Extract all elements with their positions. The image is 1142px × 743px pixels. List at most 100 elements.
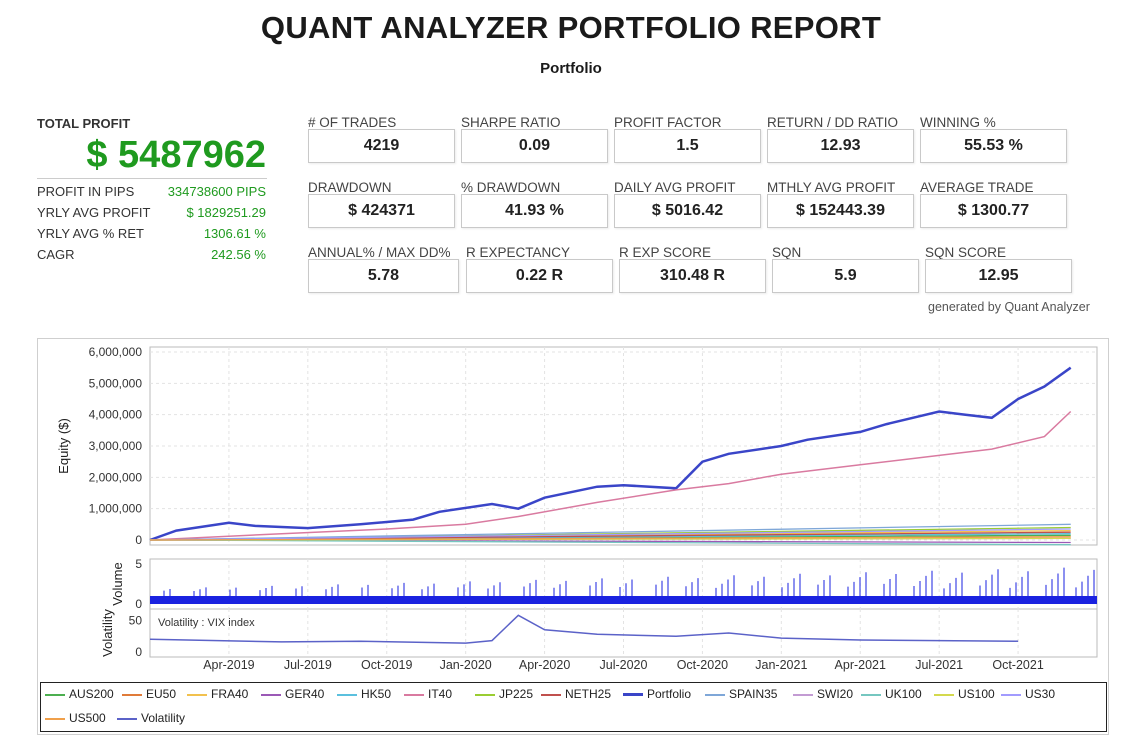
summary-row-cagr: CAGR 242.56 % <box>37 247 266 262</box>
summary-row-value: 334738600 PIPS <box>167 184 266 199</box>
y-axis-label: Volatility <box>100 609 115 657</box>
legend-item-eu50: EU50 <box>122 687 176 701</box>
legend-item-it40: IT40 <box>404 687 452 701</box>
metric-value-monthly-avg: $ 152443.39 <box>767 194 914 228</box>
metric-label: # OF TRADES <box>308 115 397 130</box>
generated-by-note: generated by Quant Analyzer <box>928 300 1090 314</box>
legend-swatch <box>187 693 207 696</box>
summary-row-value: 242.56 % <box>211 247 266 262</box>
legend-swatch <box>404 693 424 696</box>
metric-label: AVERAGE TRADE <box>920 180 1034 195</box>
legend-label: SWI20 <box>817 687 854 701</box>
metric-label: R EXP SCORE <box>619 245 712 260</box>
metric-value-sqn-score: 12.95 <box>925 259 1072 293</box>
legend-swatch <box>705 693 725 696</box>
legend-label: FRA40 <box>211 687 249 701</box>
summary-row-value: $ 1829251.29 <box>186 205 266 220</box>
y-tick-label: 1,000,000 <box>89 502 143 516</box>
legend-label: GER40 <box>285 687 325 701</box>
x-tick-label: Jul-2021 <box>915 658 963 672</box>
legend-swatch <box>45 717 65 720</box>
y-tick-label: 0 <box>135 533 142 547</box>
legend-item-neth25: NETH25 <box>541 687 611 701</box>
metric-label: ANNUAL% / MAX DD% <box>308 245 451 260</box>
series-line-volatility <box>149 614 1019 644</box>
metric-value-average-trade: $ 1300.77 <box>920 194 1067 228</box>
legend-item-portfolio: Portfolio <box>623 687 691 701</box>
legend-swatch <box>934 693 954 696</box>
legend-label: AUS200 <box>69 687 114 701</box>
legend-swatch <box>122 693 142 696</box>
y-tick-label: 6,000,000 <box>89 345 143 359</box>
metric-value-annual-maxdd: 5.78 <box>308 259 459 293</box>
legend-swatch <box>337 693 357 696</box>
legend-item-aus200: AUS200 <box>45 687 114 701</box>
summary-row-yrly-avg-profit: YRLY AVG PROFIT $ 1829251.29 <box>37 205 266 220</box>
legend-item-volatility: Volatility <box>117 711 185 725</box>
legend-swatch <box>623 693 643 697</box>
legend-item-us500: US500 <box>45 711 106 725</box>
volatility-annotation: Volatility : VIX index <box>158 617 255 629</box>
metric-value-daily-avg: $ 5016.42 <box>614 194 761 228</box>
metric-label: RETURN / DD RATIO <box>767 115 898 130</box>
metric-label: SQN <box>772 245 802 260</box>
y-tick-label: 4,000,000 <box>89 408 143 422</box>
divider <box>37 178 267 179</box>
total-profit-value: $ 5487962 <box>86 134 266 176</box>
legend-swatch <box>1001 693 1021 696</box>
y-axis-label: Equity ($) <box>56 418 71 474</box>
y-tick-label: 5 <box>135 557 142 571</box>
legend-item-us30: US30 <box>1001 687 1055 701</box>
summary-row-label: PROFIT IN PIPS <box>37 184 135 199</box>
legend-item-uk100: UK100 <box>861 687 922 701</box>
legend-swatch <box>541 693 561 696</box>
y-tick-label: 3,000,000 <box>89 439 143 453</box>
x-tick-label: Apr-2020 <box>519 658 570 672</box>
report-title: QUANT ANALYZER PORTFOLIO REPORT <box>260 10 882 45</box>
metric-label: R EXPECTANCY <box>466 245 571 260</box>
series-line-it40 <box>149 410 1072 541</box>
x-tick-label: Jul-2019 <box>284 658 332 672</box>
metric-value-pct-drawdown: 41.93 % <box>461 194 608 228</box>
metric-label: DRAWDOWN <box>308 180 392 195</box>
legend-label: UK100 <box>885 687 922 701</box>
legend-item-fra40: FRA40 <box>187 687 248 701</box>
legend-swatch <box>861 693 881 696</box>
legend-label: IT40 <box>428 687 453 701</box>
total-profit-label: TOTAL PROFIT <box>37 116 131 131</box>
summary-row-yrly-avg-ret: YRLY AVG % RET 1306.61 % <box>37 226 266 241</box>
y-tick-label: 2,000,000 <box>89 470 143 484</box>
x-tick-label: Oct-2021 <box>992 658 1043 672</box>
summary-row-label: YRLY AVG % RET <box>37 226 144 241</box>
y-tick-label: 0 <box>135 597 142 611</box>
x-tick-label: Oct-2020 <box>677 658 728 672</box>
legend-label: Portfolio <box>647 687 692 701</box>
legend-label: Volatility <box>141 711 186 725</box>
volume-bars <box>150 596 1097 604</box>
summary-row-label: YRLY AVG PROFIT <box>37 205 151 220</box>
legend-label: EU50 <box>146 687 177 701</box>
legend-item-us100: US100 <box>934 687 995 701</box>
chart-legend: AUS200 EU50 FRA40 GER40 HK50 IT40 JP225 NETH25 P… <box>40 682 1107 732</box>
summary-row-value: 1306.61 % <box>203 226 266 241</box>
legend-swatch <box>793 693 813 696</box>
legend-item-jp225: JP225 <box>475 687 533 701</box>
x-tick-label: Jul-2020 <box>600 658 648 672</box>
series-line-spain35 <box>149 523 1071 541</box>
y-tick-label: 50 <box>129 613 143 627</box>
legend-item-hk50: HK50 <box>337 687 391 701</box>
series-line-us30 <box>149 528 1071 541</box>
metric-value-sharpe: 0.09 <box>461 129 608 163</box>
legend-item-ger40: GER40 <box>261 687 324 701</box>
metric-value-return-dd: 12.93 <box>767 129 914 163</box>
metric-label: PROFIT FACTOR <box>614 115 722 130</box>
y-axis-label: Volume <box>110 562 125 605</box>
series-line-uk100 <box>149 539 1071 546</box>
metric-value-r-exp-score: 310.48 R <box>619 259 766 293</box>
legend-label: NETH25 <box>565 687 612 701</box>
metric-value-drawdown: $ 424371 <box>308 194 455 228</box>
metric-label: % DRAWDOWN <box>461 180 561 195</box>
x-tick-label: Oct-2019 <box>361 658 412 672</box>
legend-label: HK50 <box>361 687 392 701</box>
report-subtitle: Portfolio <box>540 60 602 77</box>
